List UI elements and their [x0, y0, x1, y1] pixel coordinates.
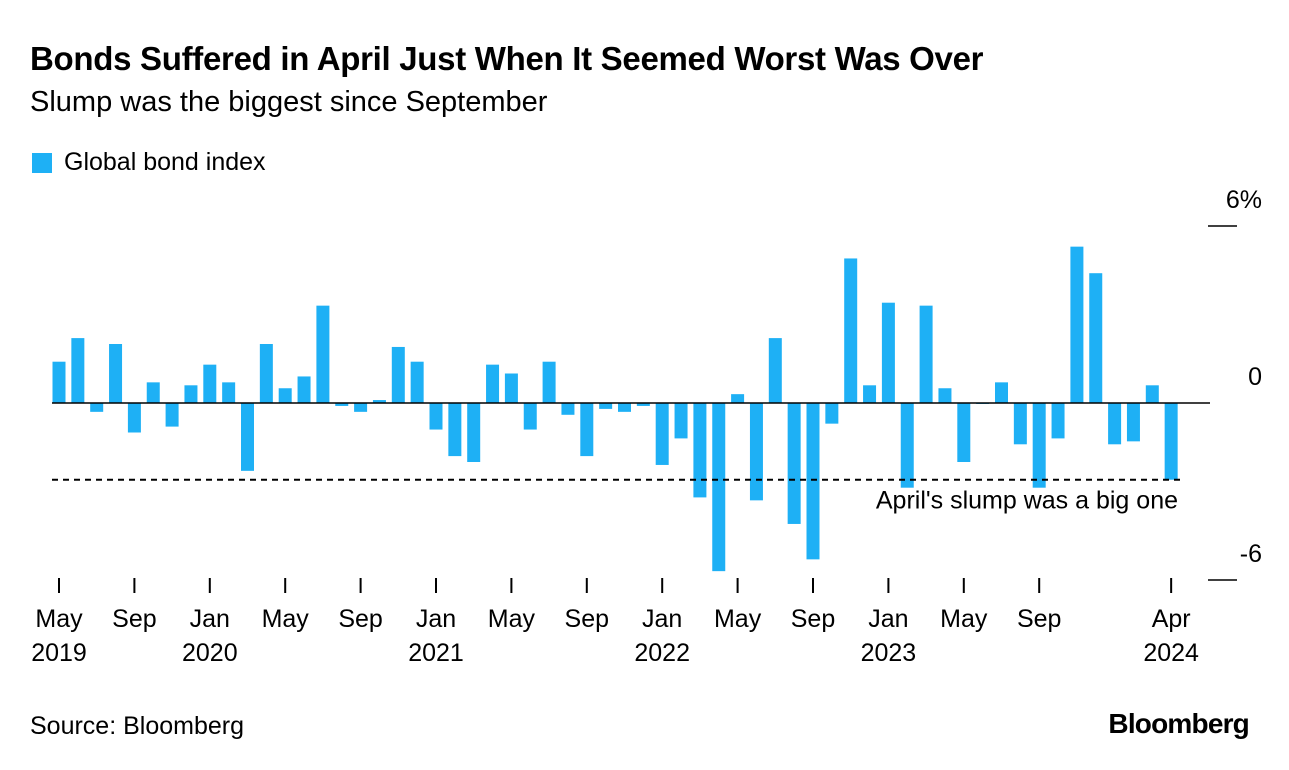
x-tick-label: May: [262, 605, 310, 633]
x-axis: May 2019 Sep Jan 2020 May Sep Jan 2021 May Sep Jan 2…: [31, 578, 1199, 667]
bar: [825, 403, 839, 424]
reference-line-label: April's slump was a big one: [876, 487, 1178, 515]
bar: [467, 403, 481, 462]
bar: [1032, 403, 1046, 492]
x-tick-label: Apr: [1152, 605, 1191, 633]
x-tick-year-label: 2022: [634, 639, 690, 667]
x-tick-label: Sep: [1017, 605, 1061, 633]
bar: [749, 403, 763, 501]
x-tick-label: Jan: [416, 605, 456, 633]
bar: [900, 403, 914, 504]
bar: [146, 382, 160, 403]
bar: [995, 382, 1008, 403]
bar: [655, 403, 669, 465]
bar: [1051, 403, 1065, 439]
bar: [241, 403, 254, 471]
y-axis: 6% 0 -6: [1208, 186, 1262, 581]
bar: [278, 388, 292, 403]
bar: [938, 388, 952, 403]
legend: Global bond index: [32, 148, 266, 177]
x-tick-label: Sep: [791, 605, 835, 633]
bar: [1108, 403, 1122, 445]
x-tick-label: Sep: [112, 605, 156, 633]
bar: [787, 403, 801, 524]
reference-label-background: [833, 487, 1181, 516]
x-tick-label: May: [940, 605, 988, 633]
bar: [109, 344, 123, 403]
bar: [429, 403, 443, 430]
bar: [618, 403, 631, 412]
bar: [957, 403, 971, 462]
bar: [863, 385, 877, 403]
bar: [674, 403, 688, 439]
bar: [768, 338, 782, 403]
bar: [1145, 385, 1159, 403]
x-tick-label: Sep: [565, 605, 609, 633]
bar: [90, 403, 104, 412]
bar: [712, 403, 726, 572]
bar: [636, 403, 650, 406]
bar: [561, 403, 575, 415]
bar: [316, 305, 330, 403]
bar: [203, 364, 217, 403]
bar: [71, 338, 85, 403]
x-tick-year-label: 2023: [861, 639, 917, 667]
y-tick-label: 6%: [1226, 186, 1262, 214]
bar: [806, 403, 820, 560]
bar: [881, 302, 895, 403]
y-tick-label: 0: [1248, 363, 1262, 391]
bar: [410, 361, 424, 403]
bar: [580, 403, 594, 457]
bar: [542, 361, 556, 403]
bar: [259, 344, 273, 403]
bar: [52, 361, 66, 403]
bar: [1070, 246, 1084, 403]
bar: [693, 403, 707, 498]
bar-chart: April's slump was a big one 6% 0 -6 May 201…: [31, 186, 1262, 667]
bar: [335, 403, 349, 406]
bar: [1126, 403, 1140, 442]
bar: [1164, 403, 1178, 480]
bar: [504, 373, 518, 403]
bar: [1013, 403, 1027, 445]
bar: [165, 403, 179, 427]
x-tick-label: Jan: [868, 605, 908, 633]
legend-label: Global bond index: [64, 148, 266, 176]
bar: [844, 258, 858, 403]
legend-swatch: [32, 152, 52, 173]
bar: [448, 403, 462, 457]
x-tick-year-label: 2020: [182, 639, 238, 667]
bar: [1089, 273, 1103, 403]
bar: [127, 403, 141, 433]
bar: [391, 346, 405, 403]
x-tick-label: Sep: [338, 605, 382, 633]
bar: [354, 403, 368, 412]
bar: [919, 305, 933, 403]
source-note: Source: Bloomberg: [30, 712, 245, 740]
bar: [599, 403, 613, 409]
x-tick-label: Jan: [642, 605, 682, 633]
x-tick-label: May: [488, 605, 536, 633]
x-tick-label: May: [35, 605, 83, 633]
bar: [523, 403, 537, 430]
x-tick-label: May: [714, 605, 762, 633]
bloomberg-logo: Bloomberg: [1108, 708, 1249, 739]
bar: [372, 400, 386, 403]
chart-title: Bonds Suffered in April Just When It See…: [30, 40, 984, 77]
bar: [184, 385, 198, 403]
bars-group: [52, 246, 1178, 572]
x-tick-label: Jan: [190, 605, 230, 633]
x-tick-year-label: 2021: [408, 639, 464, 667]
bar: [731, 394, 745, 403]
x-tick-year-label: 2019: [31, 639, 87, 667]
chart-subtitle: Slump was the biggest since September: [30, 86, 548, 118]
bar: [297, 376, 311, 403]
bar: [222, 382, 236, 403]
y-tick-label: -6: [1240, 540, 1262, 568]
bar: [486, 364, 500, 403]
x-tick-year-label: 2024: [1143, 639, 1199, 667]
